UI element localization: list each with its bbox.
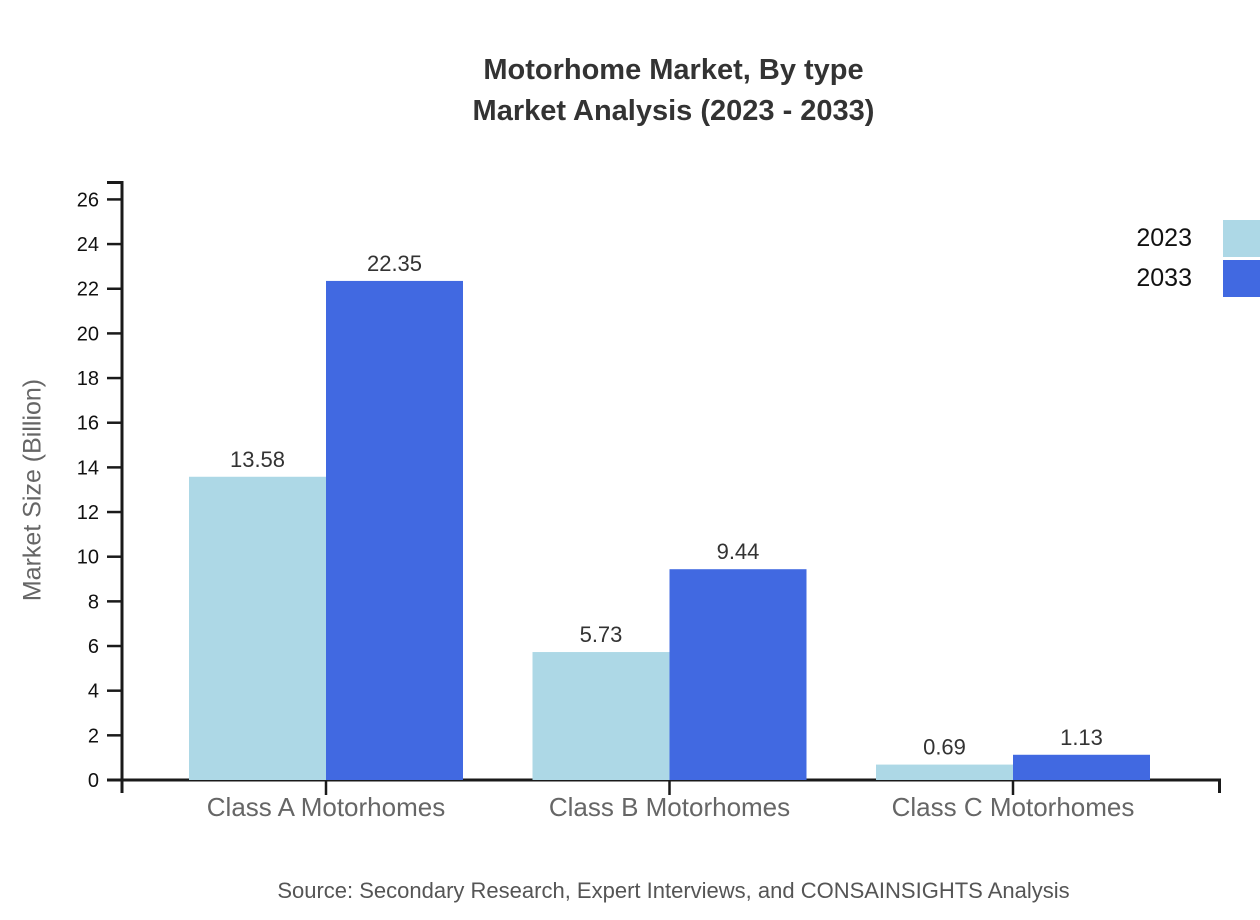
chart-title: Motorhome Market, By type Market Analysi… <box>122 50 1225 132</box>
bar-2033-category-1 <box>326 280 463 780</box>
y-tick-label: 10 <box>77 547 99 569</box>
y-tick-label: 2 <box>88 725 99 747</box>
legend-label: 2033 <box>1136 264 1192 292</box>
y-tick-label: 12 <box>77 502 99 524</box>
bar-2023-category-1 <box>189 476 326 780</box>
bar-2023-category-2 <box>532 652 670 780</box>
bar-2033-category-3 <box>1013 754 1150 780</box>
y-tick-label: 0 <box>88 770 99 792</box>
bar-2023-category-3 <box>876 764 1013 780</box>
bar-value-label: 5.73 <box>580 622 623 647</box>
y-tick-label: 22 <box>77 279 99 301</box>
legend-swatch <box>1223 220 1260 257</box>
chart-title-line2: Market Analysis (2023 - 2033) <box>472 95 875 127</box>
legend-item-2033: 2033 <box>1136 260 1260 297</box>
bar-value-label: 9.44 <box>717 539 760 564</box>
y-tick-label: 26 <box>77 189 99 211</box>
y-tick-label: 14 <box>77 457 99 479</box>
legend-label: 2023 <box>1136 224 1192 252</box>
y-tick-label: 8 <box>88 591 99 613</box>
source-note: Source: Secondary Research, Expert Inter… <box>277 878 1070 903</box>
legend-swatch <box>1223 260 1260 297</box>
bar-value-label: 0.69 <box>923 735 966 760</box>
y-tick-label: 16 <box>77 413 99 435</box>
y-tick-label: 24 <box>77 234 99 256</box>
y-tick-label: 20 <box>77 323 99 345</box>
bar-value-label: 13.58 <box>230 447 285 472</box>
chart-title-line1: Motorhome Market, By type <box>483 54 864 86</box>
bar-2033-category-2 <box>669 569 807 780</box>
bar-value-label: 1.13 <box>1060 725 1103 750</box>
x-category-label: Class C Motorhomes <box>892 792 1135 822</box>
x-category-label: Class A Motorhomes <box>207 792 445 822</box>
y-tick-label: 4 <box>88 681 99 703</box>
x-category-label: Class B Motorhomes <box>549 792 790 822</box>
bar-value-label: 22.35 <box>367 251 422 276</box>
legend-item-2023: 2023 <box>1136 220 1260 257</box>
legend: 2023 2033 <box>1136 220 1260 297</box>
y-tick-label: 6 <box>88 636 99 658</box>
y-tick-label: 18 <box>77 368 99 390</box>
